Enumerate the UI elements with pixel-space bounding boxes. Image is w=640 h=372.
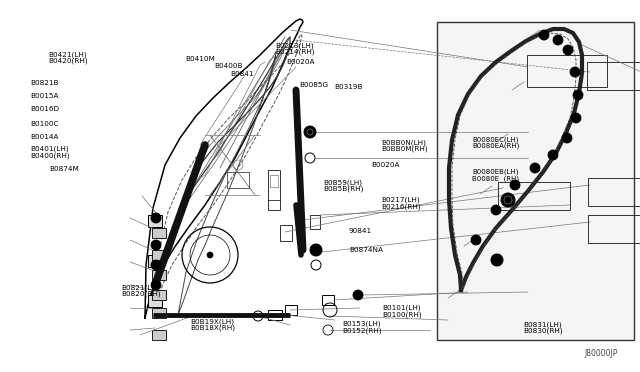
Text: B0420(RH): B0420(RH) bbox=[48, 57, 88, 64]
Text: B0152(RH): B0152(RH) bbox=[342, 327, 382, 334]
Text: B0874M: B0874M bbox=[49, 166, 79, 172]
Bar bbox=[285, 305, 297, 315]
Text: J80000JP: J80000JP bbox=[584, 349, 618, 358]
Circle shape bbox=[570, 67, 580, 77]
Bar bbox=[152, 330, 166, 340]
Bar bbox=[527, 55, 607, 87]
Text: B0020A: B0020A bbox=[287, 60, 316, 65]
Circle shape bbox=[304, 126, 316, 138]
Text: B0400(RH): B0400(RH) bbox=[31, 152, 70, 159]
Bar bbox=[437, 22, 634, 340]
Bar bbox=[588, 178, 640, 206]
Text: B0080EA(RH): B0080EA(RH) bbox=[472, 143, 520, 150]
Text: B0820(RH): B0820(RH) bbox=[122, 291, 161, 297]
Text: B0080EC(LH): B0080EC(LH) bbox=[472, 137, 519, 143]
Text: B0213(LH): B0213(LH) bbox=[275, 42, 314, 49]
Text: B0874NA: B0874NA bbox=[349, 247, 383, 253]
Text: B0020A: B0020A bbox=[371, 162, 400, 168]
Circle shape bbox=[151, 213, 161, 223]
Text: B0401(LH): B0401(LH) bbox=[31, 146, 69, 153]
Circle shape bbox=[510, 180, 520, 190]
Circle shape bbox=[471, 235, 481, 245]
Circle shape bbox=[539, 30, 549, 40]
Circle shape bbox=[151, 280, 161, 290]
Circle shape bbox=[310, 244, 322, 256]
Bar bbox=[588, 215, 640, 243]
Text: B0319B: B0319B bbox=[335, 84, 364, 90]
Text: B0821(LH): B0821(LH) bbox=[122, 284, 160, 291]
Text: B0410M: B0410M bbox=[186, 56, 215, 62]
Text: B0100(RH): B0100(RH) bbox=[382, 311, 422, 318]
Text: B0400B: B0400B bbox=[214, 63, 243, 69]
Text: B0821B: B0821B bbox=[31, 80, 60, 86]
Circle shape bbox=[491, 205, 501, 215]
Circle shape bbox=[491, 254, 503, 266]
Text: B0014A: B0014A bbox=[31, 134, 60, 140]
Bar bbox=[280, 225, 292, 241]
Text: B0BB0M(RH): B0BB0M(RH) bbox=[381, 145, 428, 152]
Bar bbox=[152, 250, 166, 260]
Bar bbox=[152, 290, 166, 300]
Text: B0B59(LH): B0B59(LH) bbox=[323, 179, 362, 186]
Text: B0214(RH): B0214(RH) bbox=[275, 49, 315, 55]
Text: B0216(RH): B0216(RH) bbox=[381, 203, 420, 210]
Circle shape bbox=[151, 240, 161, 250]
Text: B0BB0N(LH): B0BB0N(LH) bbox=[381, 139, 426, 146]
Text: B0101(LH): B0101(LH) bbox=[382, 305, 420, 311]
Bar bbox=[310, 215, 320, 229]
Text: 90841: 90841 bbox=[349, 228, 372, 234]
Circle shape bbox=[553, 35, 563, 45]
Text: B0831(LH): B0831(LH) bbox=[524, 321, 562, 328]
Bar bbox=[152, 270, 166, 280]
Bar bbox=[268, 310, 282, 320]
Text: B0830(RH): B0830(RH) bbox=[524, 328, 563, 334]
Bar bbox=[587, 62, 640, 90]
Circle shape bbox=[207, 252, 213, 258]
Text: B0080E  (RH): B0080E (RH) bbox=[472, 175, 520, 182]
Circle shape bbox=[562, 133, 572, 143]
Text: B0016D: B0016D bbox=[31, 106, 60, 112]
Text: B0153(LH): B0153(LH) bbox=[342, 321, 381, 327]
Bar bbox=[322, 295, 334, 305]
Text: B0100C: B0100C bbox=[31, 121, 60, 126]
Bar bbox=[148, 215, 162, 227]
Text: B0B5B(RH): B0B5B(RH) bbox=[323, 186, 364, 192]
Bar bbox=[152, 228, 166, 238]
Text: B0B18X(RH): B0B18X(RH) bbox=[191, 325, 236, 331]
Circle shape bbox=[548, 150, 558, 160]
Text: B0015A: B0015A bbox=[31, 93, 60, 99]
Circle shape bbox=[563, 45, 573, 55]
Text: B0421(LH): B0421(LH) bbox=[48, 51, 86, 58]
Bar bbox=[268, 170, 280, 210]
Text: B0217(LH): B0217(LH) bbox=[381, 197, 419, 203]
Circle shape bbox=[571, 113, 581, 123]
Circle shape bbox=[530, 163, 540, 173]
Text: B0B19X(LH): B0B19X(LH) bbox=[191, 318, 235, 325]
Bar bbox=[148, 295, 162, 307]
Bar bbox=[152, 308, 166, 318]
Bar bbox=[498, 182, 570, 210]
Bar bbox=[270, 175, 278, 187]
Circle shape bbox=[353, 290, 363, 300]
Bar bbox=[227, 172, 249, 188]
Text: B0080EB(LH): B0080EB(LH) bbox=[472, 169, 519, 176]
Circle shape bbox=[501, 193, 515, 207]
Circle shape bbox=[151, 260, 161, 270]
Circle shape bbox=[573, 90, 583, 100]
Bar bbox=[148, 255, 162, 267]
Text: B0841: B0841 bbox=[230, 71, 254, 77]
Text: B0085G: B0085G bbox=[300, 82, 329, 88]
